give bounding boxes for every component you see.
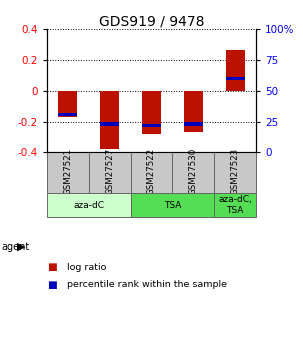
Bar [142,91,161,134]
Text: log ratio: log ratio [67,263,106,272]
Bar [226,50,245,91]
Bar [131,152,172,193]
Bar [226,77,245,80]
Bar [100,91,119,149]
Bar [47,152,89,193]
Bar [142,124,161,127]
Text: percentile rank within the sample: percentile rank within the sample [67,280,227,289]
Text: GSM27521: GSM27521 [63,148,72,195]
Bar [58,91,77,117]
Text: GSM27522: GSM27522 [147,148,156,195]
Text: ■: ■ [47,280,57,289]
Bar [214,152,256,193]
Title: GDS919 / 9478: GDS919 / 9478 [99,14,204,28]
Text: ■: ■ [47,263,57,272]
Bar [89,152,131,193]
Text: GSM27523: GSM27523 [231,148,240,195]
Bar [58,112,77,116]
Text: TSA: TSA [164,200,181,209]
Text: agent: agent [2,242,30,252]
Bar [172,152,214,193]
Text: aza-dC,
TSA: aza-dC, TSA [218,195,252,215]
Bar [184,91,203,132]
Bar [214,193,256,217]
Bar [131,193,214,217]
Text: aza-dC: aza-dC [73,200,104,209]
Text: GSM27530: GSM27530 [189,148,198,195]
Bar [100,122,119,126]
Bar [47,193,131,217]
Text: ▶: ▶ [17,242,25,252]
Text: GSM27527: GSM27527 [105,148,114,195]
Bar [184,122,203,126]
